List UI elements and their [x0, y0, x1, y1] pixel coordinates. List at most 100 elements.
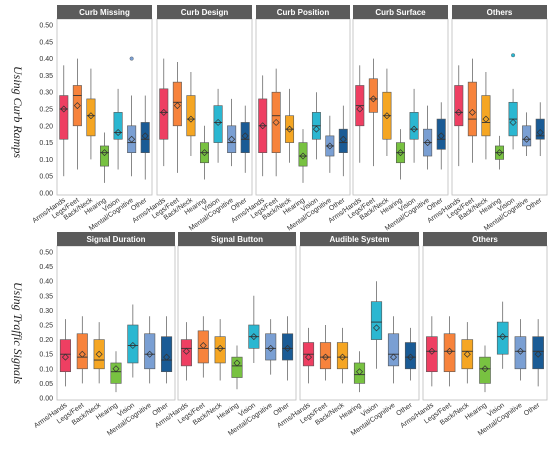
mean-marker — [272, 118, 280, 126]
mean-marker — [407, 353, 414, 361]
mean-marker — [482, 115, 490, 123]
box — [353, 362, 366, 384]
y-tick-label: 0.50 — [39, 23, 53, 30]
y-tick-label: 0.35 — [39, 73, 53, 80]
panel: Signal DurationArms/HandsLegs/FeetBack/N… — [33, 232, 176, 438]
panel-title: Signal Button — [211, 235, 263, 244]
panel-header — [57, 232, 175, 246]
panel: OthersArms/HandsLegs/FeetBack/NeckHearin… — [399, 232, 548, 438]
box — [514, 336, 527, 370]
mean-marker — [112, 365, 120, 373]
panel-title: Others — [487, 8, 513, 17]
box — [282, 333, 294, 361]
panel-header — [157, 5, 252, 19]
y-tick-label: 0.25 — [39, 107, 53, 114]
mean-marker — [455, 108, 463, 116]
panel-title: Curb Surface — [375, 8, 426, 17]
panel: Curb PositionArms/HandsLegs/FeetBack/Nec… — [230, 5, 351, 233]
mean-marker — [468, 108, 476, 116]
mean-marker — [499, 333, 507, 341]
mean-marker — [534, 350, 542, 358]
mean-marker — [437, 132, 445, 140]
mean-marker — [114, 129, 122, 137]
outlier-point — [511, 53, 516, 58]
box — [496, 321, 509, 355]
mean-marker — [163, 353, 171, 361]
mean-marker — [369, 95, 377, 103]
panel-title: Curb Design — [181, 8, 229, 17]
mean-marker — [390, 353, 397, 361]
mean-marker — [78, 350, 86, 358]
box — [127, 324, 139, 364]
mean-marker — [339, 135, 347, 143]
mean-marker — [201, 149, 208, 157]
box — [127, 125, 137, 153]
y-tick-label: 0.20 — [39, 337, 53, 344]
mean-marker — [299, 152, 307, 160]
mean-marker — [73, 102, 81, 110]
mean-marker — [322, 353, 329, 361]
mean-marker — [339, 353, 346, 361]
panel: Audible SystemArms/HandsLegs/FeetBack/Ne… — [276, 232, 420, 438]
panel-title: Signal Duration — [86, 235, 145, 244]
box — [436, 118, 446, 150]
panel-title: Others — [472, 235, 498, 244]
panel-header — [300, 232, 419, 246]
box — [271, 91, 281, 153]
panel-header — [57, 5, 152, 19]
box — [180, 339, 192, 367]
box — [227, 125, 237, 153]
box — [214, 336, 226, 364]
box — [213, 105, 223, 143]
box — [172, 81, 182, 127]
mean-marker — [523, 135, 531, 143]
mean-marker — [446, 347, 454, 355]
mean-marker — [383, 112, 391, 120]
mean-marker — [214, 118, 222, 126]
y-tick-label: 0.15 — [39, 352, 53, 359]
y-tick-label: 0.25 — [39, 323, 53, 330]
panel-header — [256, 5, 350, 19]
x-tick-label: Other — [525, 197, 544, 213]
y-tick-label: 0.30 — [39, 90, 53, 97]
mean-marker — [496, 149, 503, 157]
box — [110, 362, 122, 384]
mean-marker — [182, 347, 190, 355]
mean-marker — [60, 105, 68, 113]
mean-marker — [61, 353, 69, 361]
mean-marker — [428, 347, 436, 355]
box — [197, 330, 209, 364]
box — [387, 333, 400, 367]
y-tick-label: 0.45 — [39, 264, 53, 271]
mean-marker — [233, 359, 241, 367]
mean-marker — [173, 102, 181, 110]
row-label: Using Curb Ramps — [11, 66, 25, 158]
box — [532, 336, 544, 370]
mean-marker — [101, 149, 108, 157]
mean-marker — [326, 142, 334, 150]
panel-title: Audible System — [329, 235, 389, 244]
mean-marker — [536, 129, 544, 137]
mean-marker — [250, 333, 258, 341]
box — [113, 112, 123, 140]
box — [86, 98, 96, 137]
mean-marker — [481, 365, 489, 373]
panel-title: Curb Position — [277, 8, 330, 17]
panel-header — [423, 232, 547, 246]
mean-marker — [373, 324, 380, 332]
box — [461, 339, 474, 370]
box — [265, 333, 277, 361]
mean-marker — [199, 341, 207, 349]
mean-marker — [95, 350, 103, 358]
mean-marker — [128, 135, 136, 143]
mean-marker — [312, 125, 320, 133]
mean-marker — [241, 132, 249, 140]
mean-marker — [356, 368, 363, 376]
panel-header — [178, 232, 296, 246]
y-tick-label: 0.00 — [39, 396, 53, 403]
y-tick-label: 0.05 — [39, 381, 53, 388]
box — [336, 342, 349, 370]
mean-marker — [187, 115, 195, 123]
panel-header — [452, 5, 547, 19]
